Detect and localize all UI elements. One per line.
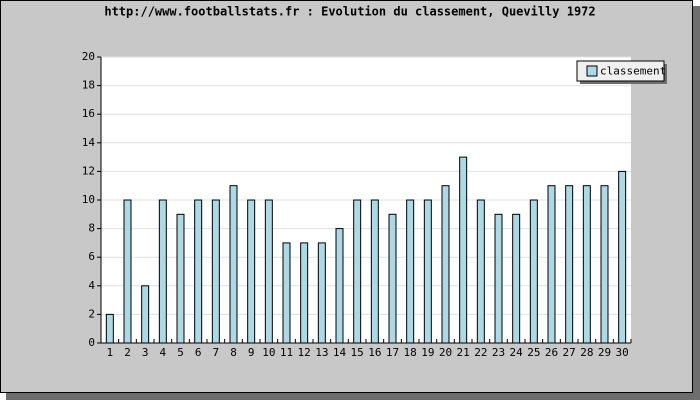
x-tick-label: 30	[616, 346, 629, 359]
x-tick-label: 11	[280, 346, 293, 359]
y-tick-label: 8	[88, 222, 95, 235]
x-tick-label: 9	[248, 346, 255, 359]
bar	[618, 170, 627, 344]
legend-label: classement	[600, 65, 666, 78]
bar	[317, 242, 326, 344]
x-tick-label: 10	[262, 346, 275, 359]
x-tick-label: 5	[177, 346, 184, 359]
bar	[176, 213, 185, 344]
chart-title: http://www.footballstats.fr : Evolution …	[104, 5, 595, 19]
x-tick-label: 26	[545, 346, 558, 359]
x-tick-label: 18	[404, 346, 417, 359]
y-tick-label: 18	[82, 79, 95, 92]
x-tick-label: 7	[213, 346, 220, 359]
bar	[459, 156, 468, 344]
x-tick-label: 3	[142, 346, 149, 359]
x-tick-label: 12	[298, 346, 311, 359]
bar	[600, 185, 609, 344]
x-tick-label: 16	[368, 346, 381, 359]
x-tick-label: 21	[457, 346, 470, 359]
x-tick-label: 17	[386, 346, 399, 359]
x-tick-label: 2	[124, 346, 131, 359]
x-tick-label: 8	[230, 346, 237, 359]
y-tick-label: 6	[88, 250, 95, 263]
bar	[194, 199, 203, 344]
bar	[582, 185, 591, 344]
x-tick-label: 20	[439, 346, 452, 359]
y-tick-label: 20	[82, 50, 95, 63]
bar	[529, 199, 538, 344]
bar	[105, 313, 114, 344]
legend-swatch	[586, 65, 598, 77]
bar	[370, 199, 379, 344]
x-tick-label: 23	[492, 346, 505, 359]
x-tick-label: 15	[351, 346, 364, 359]
bar	[158, 199, 167, 344]
bar	[353, 199, 362, 344]
x-tick-label: 19	[421, 346, 434, 359]
x-tick-label: 24	[510, 346, 524, 359]
x-tick-label: 1	[107, 346, 114, 359]
bar	[441, 185, 450, 344]
bar	[247, 199, 256, 344]
bar	[300, 242, 309, 344]
bar	[335, 228, 344, 344]
bar	[512, 213, 521, 344]
bar	[547, 185, 556, 344]
bar	[476, 199, 485, 344]
x-tick-label: 6	[195, 346, 202, 359]
y-tick-label: 12	[82, 164, 95, 177]
bar	[388, 213, 397, 344]
y-tick-label: 2	[88, 307, 95, 320]
x-tick-label: 29	[598, 346, 611, 359]
x-tick-label: 14	[333, 346, 347, 359]
bar	[264, 199, 273, 344]
y-tick-label: 4	[88, 279, 95, 292]
bar	[494, 213, 503, 344]
legend	[576, 60, 665, 82]
x-tick-label: 4	[160, 346, 167, 359]
y-tick-label: 14	[82, 136, 96, 149]
bar	[565, 185, 574, 344]
x-tick-label: 25	[527, 346, 540, 359]
bar	[423, 199, 432, 344]
x-tick-label: 13	[315, 346, 328, 359]
bar	[141, 285, 150, 344]
x-tick-label: 27	[563, 346, 576, 359]
y-tick-label: 16	[82, 107, 95, 120]
bar	[406, 199, 415, 344]
bar	[123, 199, 132, 344]
bar	[282, 242, 291, 344]
bar	[211, 199, 220, 344]
x-tick-label: 22	[474, 346, 487, 359]
x-tick-label: 28	[580, 346, 593, 359]
y-tick-label: 10	[82, 193, 95, 206]
bar	[229, 185, 238, 344]
y-tick-label: 0	[88, 336, 95, 349]
